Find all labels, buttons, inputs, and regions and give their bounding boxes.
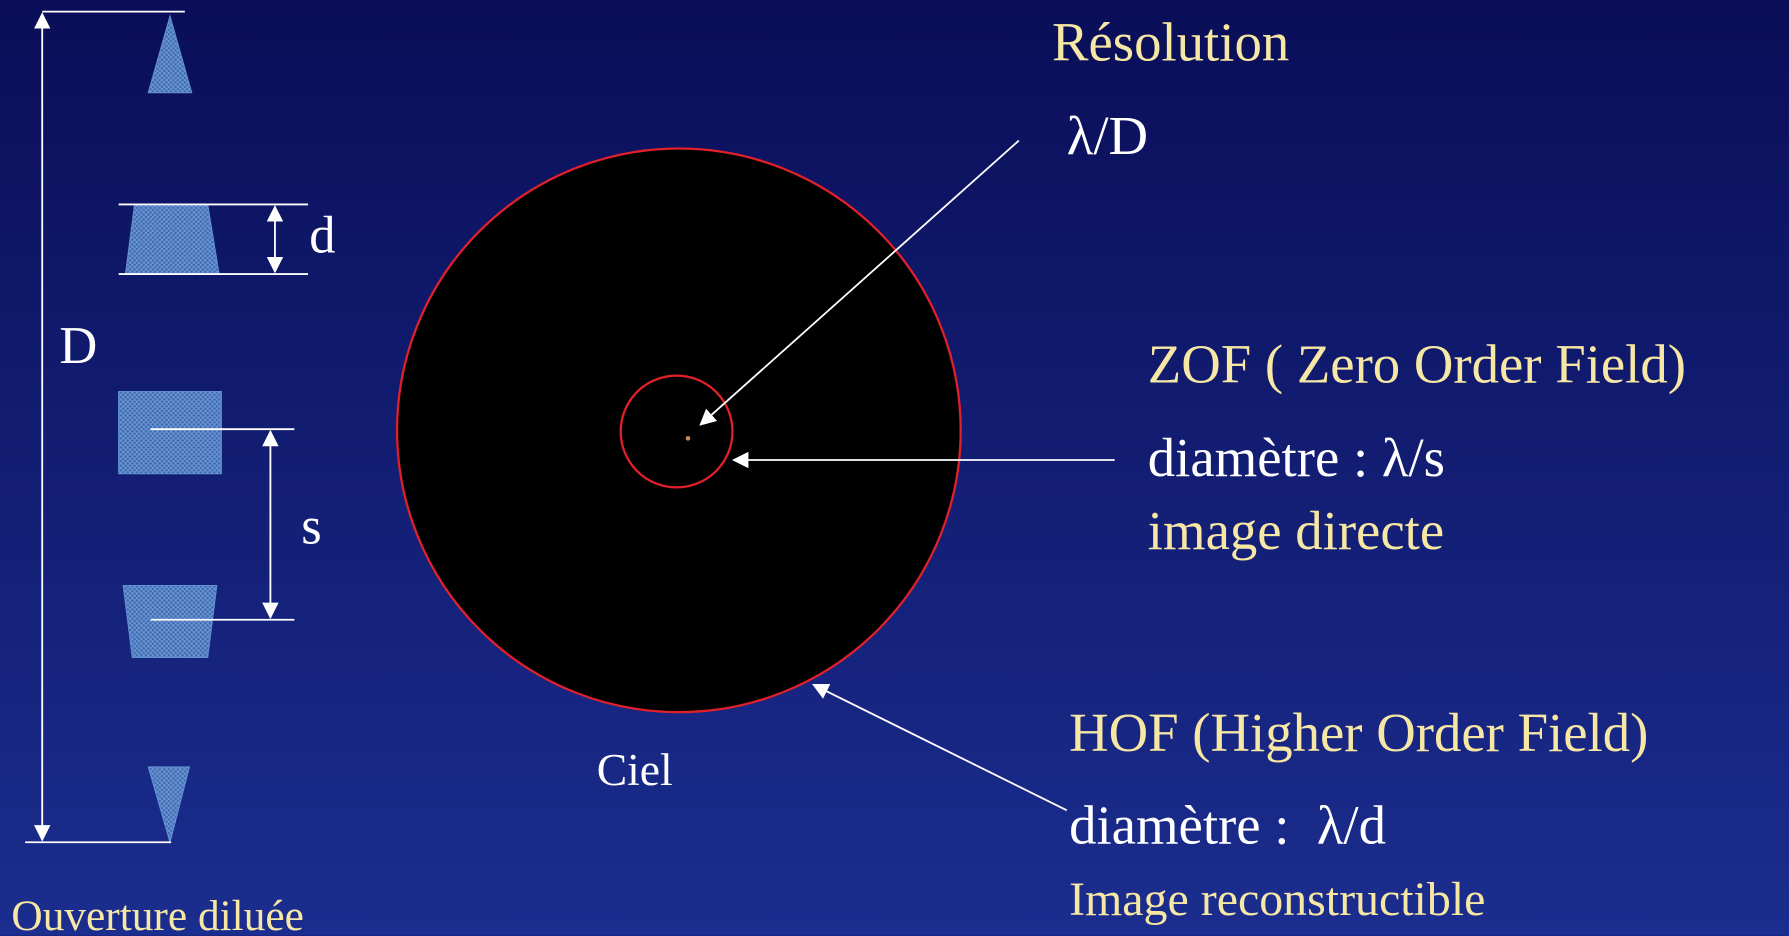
zof-description: image directe (1148, 500, 1444, 561)
hof-arrow (812, 683, 1068, 812)
zof-circle (619, 374, 734, 489)
zof-diameter: diamètre : λ/s (1148, 427, 1445, 488)
aperture (122, 584, 218, 658)
star (685, 436, 691, 441)
hof-diameter: diamètre : λ/d (1069, 794, 1386, 855)
aperture (147, 14, 193, 94)
d-label: d (309, 206, 335, 264)
hof-title: HOF (Higher Order Field) (1069, 702, 1648, 763)
aperture (147, 766, 191, 845)
resolution-arrow (699, 139, 1020, 426)
sky-label: Ciel (597, 744, 673, 795)
aperture (118, 390, 222, 475)
hof-circle (395, 147, 962, 714)
aperture-caption: Ouverture diluée (11, 892, 303, 936)
title: Résolution (1052, 12, 1289, 73)
D-label: D (59, 317, 97, 375)
s-label: s (301, 497, 321, 555)
zof-title: ZOF ( Zero Order Field) (1148, 333, 1686, 394)
aperture (124, 203, 220, 275)
hof-description: Image reconstructible (1069, 873, 1485, 926)
apertures (118, 14, 222, 845)
resolution-formula: λ/D (1067, 105, 1148, 166)
